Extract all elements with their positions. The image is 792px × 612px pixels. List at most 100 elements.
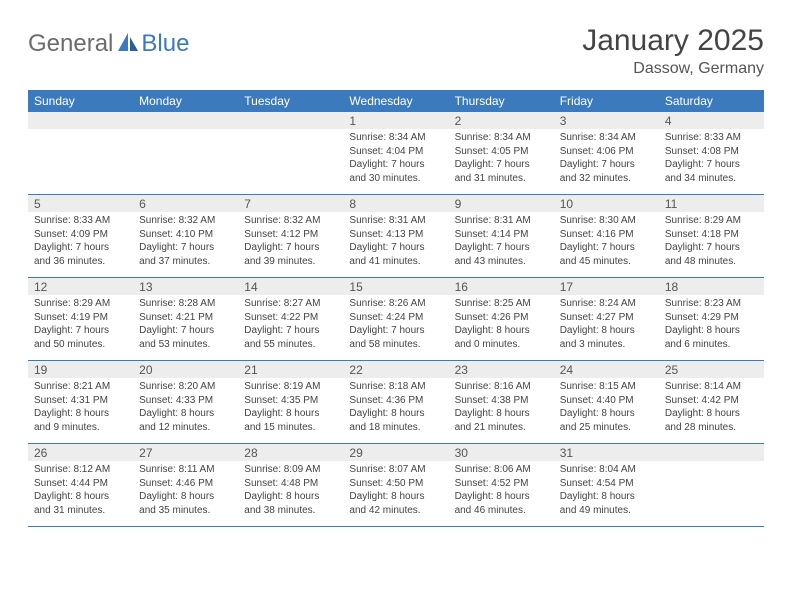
calendar-cell [659, 444, 764, 526]
calendar-cell: 22Sunrise: 8:18 AMSunset: 4:36 PMDayligh… [343, 361, 448, 443]
daylight-text: Daylight: 7 hours and 32 minutes. [560, 158, 653, 185]
cell-body: Sunrise: 8:32 AMSunset: 4:10 PMDaylight:… [133, 212, 238, 272]
daylight-text: Daylight: 8 hours and 46 minutes. [455, 490, 548, 517]
calendar-cell: 28Sunrise: 8:09 AMSunset: 4:48 PMDayligh… [238, 444, 343, 526]
day-number: 24 [554, 361, 659, 378]
day-number: 19 [28, 361, 133, 378]
sunrise-text: Sunrise: 8:16 AM [455, 380, 548, 394]
sunset-text: Sunset: 4:24 PM [349, 311, 442, 325]
cell-body [133, 129, 238, 135]
calendar-cell: 19Sunrise: 8:21 AMSunset: 4:31 PMDayligh… [28, 361, 133, 443]
day-number: 18 [659, 278, 764, 295]
cell-body: Sunrise: 8:32 AMSunset: 4:12 PMDaylight:… [238, 212, 343, 272]
calendar-cell: 20Sunrise: 8:20 AMSunset: 4:33 PMDayligh… [133, 361, 238, 443]
cell-body: Sunrise: 8:11 AMSunset: 4:46 PMDaylight:… [133, 461, 238, 521]
sunrise-text: Sunrise: 8:12 AM [34, 463, 127, 477]
calendar: SundayMondayTuesdayWednesdayThursdayFrid… [28, 90, 764, 527]
sunrise-text: Sunrise: 8:11 AM [139, 463, 232, 477]
day-number: 14 [238, 278, 343, 295]
sunrise-text: Sunrise: 8:28 AM [139, 297, 232, 311]
daylight-text: Daylight: 8 hours and 42 minutes. [349, 490, 442, 517]
day-number: 8 [343, 195, 448, 212]
daylight-text: Daylight: 8 hours and 25 minutes. [560, 407, 653, 434]
daylight-text: Daylight: 7 hours and 31 minutes. [455, 158, 548, 185]
sunrise-text: Sunrise: 8:29 AM [34, 297, 127, 311]
daylight-text: Daylight: 7 hours and 41 minutes. [349, 241, 442, 268]
logo: General Blue [28, 30, 189, 58]
sunset-text: Sunset: 4:44 PM [34, 477, 127, 491]
cell-body: Sunrise: 8:15 AMSunset: 4:40 PMDaylight:… [554, 378, 659, 438]
sunset-text: Sunset: 4:42 PM [665, 394, 758, 408]
logo-sail-icon [117, 32, 139, 57]
sunrise-text: Sunrise: 8:23 AM [665, 297, 758, 311]
cell-body: Sunrise: 8:30 AMSunset: 4:16 PMDaylight:… [554, 212, 659, 272]
calendar-cell: 5Sunrise: 8:33 AMSunset: 4:09 PMDaylight… [28, 195, 133, 277]
sunrise-text: Sunrise: 8:25 AM [455, 297, 548, 311]
daylight-text: Daylight: 7 hours and 30 minutes. [349, 158, 442, 185]
day-number [28, 112, 133, 129]
calendar-cell: 2Sunrise: 8:34 AMSunset: 4:05 PMDaylight… [449, 112, 554, 194]
calendar-cell: 7Sunrise: 8:32 AMSunset: 4:12 PMDaylight… [238, 195, 343, 277]
day-number: 23 [449, 361, 554, 378]
daylight-text: Daylight: 8 hours and 18 minutes. [349, 407, 442, 434]
daylight-text: Daylight: 8 hours and 0 minutes. [455, 324, 548, 351]
sunset-text: Sunset: 4:14 PM [455, 228, 548, 242]
sunrise-text: Sunrise: 8:33 AM [34, 214, 127, 228]
sunset-text: Sunset: 4:26 PM [455, 311, 548, 325]
sunrise-text: Sunrise: 8:31 AM [455, 214, 548, 228]
sunset-text: Sunset: 4:50 PM [349, 477, 442, 491]
sunset-text: Sunset: 4:05 PM [455, 145, 548, 159]
sunrise-text: Sunrise: 8:15 AM [560, 380, 653, 394]
sunset-text: Sunset: 4:27 PM [560, 311, 653, 325]
sunset-text: Sunset: 4:04 PM [349, 145, 442, 159]
sunrise-text: Sunrise: 8:09 AM [244, 463, 337, 477]
day-number: 22 [343, 361, 448, 378]
day-number [238, 112, 343, 129]
calendar-cell [133, 112, 238, 194]
day-number: 6 [133, 195, 238, 212]
daylight-text: Daylight: 7 hours and 43 minutes. [455, 241, 548, 268]
calendar-week: 19Sunrise: 8:21 AMSunset: 4:31 PMDayligh… [28, 361, 764, 444]
weekday-header: Sunday [28, 90, 133, 112]
sunrise-text: Sunrise: 8:32 AM [244, 214, 337, 228]
page-title: January 2025 [582, 24, 764, 58]
daylight-text: Daylight: 8 hours and 28 minutes. [665, 407, 758, 434]
location: Dassow, Germany [582, 60, 764, 78]
calendar-cell: 23Sunrise: 8:16 AMSunset: 4:38 PMDayligh… [449, 361, 554, 443]
sunrise-text: Sunrise: 8:14 AM [665, 380, 758, 394]
daylight-text: Daylight: 8 hours and 35 minutes. [139, 490, 232, 517]
cell-body: Sunrise: 8:34 AMSunset: 4:05 PMDaylight:… [449, 129, 554, 189]
cell-body: Sunrise: 8:29 AMSunset: 4:18 PMDaylight:… [659, 212, 764, 272]
day-number: 5 [28, 195, 133, 212]
cell-body: Sunrise: 8:25 AMSunset: 4:26 PMDaylight:… [449, 295, 554, 355]
sunrise-text: Sunrise: 8:27 AM [244, 297, 337, 311]
daylight-text: Daylight: 7 hours and 34 minutes. [665, 158, 758, 185]
sunset-text: Sunset: 4:06 PM [560, 145, 653, 159]
sunset-text: Sunset: 4:36 PM [349, 394, 442, 408]
sunset-text: Sunset: 4:18 PM [665, 228, 758, 242]
sunset-text: Sunset: 4:52 PM [455, 477, 548, 491]
cell-body: Sunrise: 8:19 AMSunset: 4:35 PMDaylight:… [238, 378, 343, 438]
weekday-header: Wednesday [343, 90, 448, 112]
cell-body [28, 129, 133, 135]
calendar-cell: 12Sunrise: 8:29 AMSunset: 4:19 PMDayligh… [28, 278, 133, 360]
sunset-text: Sunset: 4:12 PM [244, 228, 337, 242]
day-number: 30 [449, 444, 554, 461]
day-number: 13 [133, 278, 238, 295]
cell-body: Sunrise: 8:06 AMSunset: 4:52 PMDaylight:… [449, 461, 554, 521]
calendar-body: 1Sunrise: 8:34 AMSunset: 4:04 PMDaylight… [28, 112, 764, 527]
cell-body: Sunrise: 8:33 AMSunset: 4:08 PMDaylight:… [659, 129, 764, 189]
sunset-text: Sunset: 4:33 PM [139, 394, 232, 408]
cell-body [659, 461, 764, 467]
day-number: 28 [238, 444, 343, 461]
sunrise-text: Sunrise: 8:29 AM [665, 214, 758, 228]
cell-body: Sunrise: 8:24 AMSunset: 4:27 PMDaylight:… [554, 295, 659, 355]
sunset-text: Sunset: 4:29 PM [665, 311, 758, 325]
daylight-text: Daylight: 7 hours and 58 minutes. [349, 324, 442, 351]
daylight-text: Daylight: 8 hours and 6 minutes. [665, 324, 758, 351]
cell-body: Sunrise: 8:34 AMSunset: 4:04 PMDaylight:… [343, 129, 448, 189]
calendar-cell [238, 112, 343, 194]
daylight-text: Daylight: 8 hours and 3 minutes. [560, 324, 653, 351]
day-number: 15 [343, 278, 448, 295]
day-number: 21 [238, 361, 343, 378]
